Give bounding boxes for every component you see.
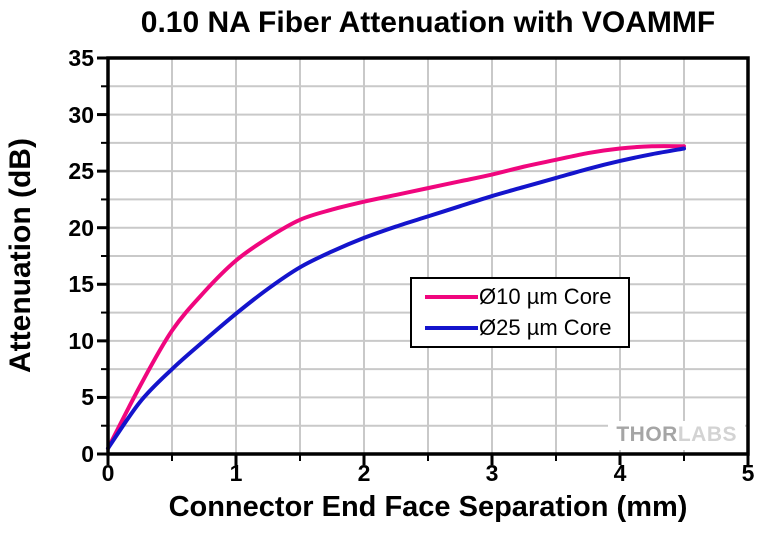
y-tick-label: 15 [68, 271, 94, 298]
plot-area: THORLABS Ø10 µm Core Ø25 µm Core [97, 56, 750, 465]
watermark-labs: LABS [677, 423, 737, 446]
y-tick-label: 20 [68, 214, 94, 241]
legend-item-10um-core: Ø10 µm Core [412, 282, 628, 313]
plot-canvas [97, 56, 750, 465]
x-tick-label: 5 [741, 460, 755, 486]
series-line-10um [106, 144, 686, 451]
x-tick-label: 4 [613, 460, 627, 486]
watermark-thor: THOR [616, 423, 678, 446]
x-tick-label: 1 [229, 460, 243, 486]
legend-label-10um: Ø10 µm Core [479, 284, 612, 309]
x-tick-label: 0 [101, 460, 115, 486]
x-axis-title: Connector End Face Separation (mm) [168, 491, 688, 523]
x-tick-label: 2 [357, 460, 371, 486]
legend-item-25um-core: Ø25 µm Core [412, 313, 628, 344]
y-tick-label: 0 [81, 441, 94, 467]
y-tick-label: 25 [68, 158, 94, 185]
legend-line-sample-pink [425, 295, 478, 299]
legend-line-sample-blue [425, 326, 478, 330]
x-tick-label: 3 [485, 460, 499, 486]
y-tick-label: 10 [68, 327, 94, 354]
y-tick-label: 35 [68, 45, 94, 71]
y-tick-label: 5 [81, 384, 94, 411]
legend-label-25um: Ø25 µm Core [479, 315, 612, 340]
y-tick-label: 30 [68, 101, 94, 128]
legend: Ø10 µm Core Ø25 µm Core [410, 277, 630, 348]
plot-frame [106, 56, 750, 456]
chart-title: 0.10 NA Fiber Attenuation with VOAMMF [140, 6, 716, 39]
series-line-25um [106, 146, 686, 451]
thorlabs-watermark: THORLABS [608, 421, 745, 450]
